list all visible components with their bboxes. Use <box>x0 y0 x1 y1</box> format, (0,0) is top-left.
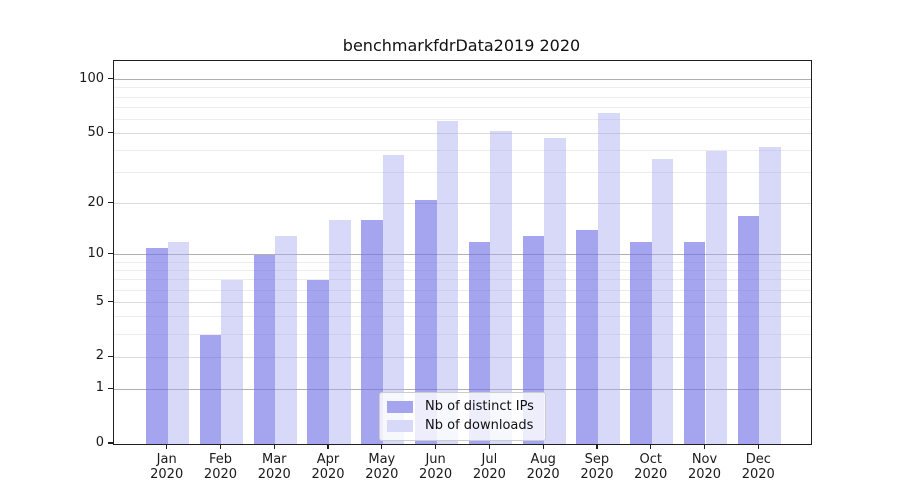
y-tick-label-100: 100 <box>79 70 104 86</box>
x-tick-mark-oct-2020 <box>650 444 652 449</box>
y-tick-mark-2 <box>108 355 113 357</box>
x-tick-mark-jun-2020 <box>435 444 437 449</box>
x-tick-label-sep-2020: Sep 2020 <box>580 452 614 482</box>
bar-jul-2020-downloads <box>490 130 512 444</box>
bar-sep-2020-distinct-ips <box>576 230 598 444</box>
gridline-y-70 <box>114 107 811 109</box>
x-tick-label-mar-2020: Mar 2020 <box>257 452 291 482</box>
y-tick-mark-20 <box>108 202 113 204</box>
bar-may-2020-distinct-ips <box>361 220 383 444</box>
bar-sep-2020-downloads <box>597 113 620 444</box>
x-tick-label-jan-2020: Jan 2020 <box>150 452 184 482</box>
y-tick-label-0: 0 <box>95 435 104 450</box>
y-tick-mark-50 <box>108 132 113 134</box>
x-tick-label-jun-2020: Jun 2020 <box>419 452 453 482</box>
gridline-y-50 <box>114 133 811 135</box>
bar-apr-2020-distinct-ips <box>307 279 330 444</box>
x-tick-mark-apr-2020 <box>327 444 329 449</box>
y-tick-label-5: 5 <box>95 293 104 309</box>
gridline-y-2 <box>114 356 811 358</box>
y-tick-mark-10 <box>108 253 113 255</box>
gridline-y-5 <box>114 302 811 304</box>
bar-dec-2020-downloads <box>759 147 781 444</box>
gridline-y-80 <box>114 96 811 98</box>
bar-nov-2020-downloads <box>705 150 728 444</box>
bar-oct-2020-downloads <box>651 158 674 444</box>
bar-apr-2020-downloads <box>329 220 351 444</box>
gridline-y-3 <box>114 334 811 336</box>
bar-aug-2020-distinct-ips <box>522 235 545 444</box>
x-tick-mark-dec-2020 <box>757 444 759 449</box>
x-tick-label-jul-2020: Jul 2020 <box>472 452 506 482</box>
legend-swatch-distinct-ips <box>387 400 413 413</box>
gridline-y-7 <box>114 279 811 281</box>
legend-item-distinct-ips: Nb of distinct IPs <box>387 397 537 416</box>
gridline-y-6 <box>114 289 811 291</box>
bar-mar-2020-distinct-ips <box>253 254 276 444</box>
bar-dec-2020-distinct-ips <box>737 215 760 444</box>
x-tick-label-nov-2020: Nov 2020 <box>687 452 722 482</box>
y-tick-label-10: 10 <box>87 245 104 261</box>
y-tick-mark-0 <box>108 442 113 444</box>
gridline-y-20 <box>114 203 811 205</box>
x-tick-label-dec-2020: Dec 2020 <box>741 452 775 482</box>
gridline-y-100 <box>114 79 811 81</box>
x-tick-mark-sep-2020 <box>596 444 598 449</box>
bar-oct-2020-distinct-ips <box>630 241 652 444</box>
x-tick-label-apr-2020: Apr 2020 <box>311 452 345 482</box>
legend-item-downloads: Nb of downloads <box>387 416 537 435</box>
y-tick-mark-1 <box>108 387 113 389</box>
bar-jan-2020-downloads <box>167 241 190 444</box>
x-tick-mark-mar-2020 <box>273 444 275 449</box>
legend-swatch-downloads <box>387 419 413 432</box>
x-tick-mark-nov-2020 <box>703 444 706 449</box>
gridline-y-60 <box>114 119 811 120</box>
gridline-y-8 <box>114 270 811 272</box>
legend: Nb of distinct IPs Nb of downloads <box>379 392 546 441</box>
x-tick-mark-may-2020 <box>381 444 383 449</box>
y-tick-label-2: 2 <box>95 348 104 364</box>
bar-mar-2020-downloads <box>275 235 297 444</box>
gridline-y-4 <box>114 316 811 318</box>
x-tick-label-aug-2020: Aug 2020 <box>526 452 560 482</box>
x-tick-label-may-2020: May 2020 <box>365 452 399 482</box>
x-tick-mark-jul-2020 <box>488 444 490 449</box>
chart-title: benchmarkfdrData2019 2020 <box>342 36 581 55</box>
gridline-y-10 <box>114 254 811 256</box>
bar-jun-2020-downloads <box>436 120 459 444</box>
gridline-y-1 <box>114 388 811 390</box>
bar-aug-2020-downloads <box>544 138 566 444</box>
y-tick-label-1: 1 <box>95 380 104 396</box>
bar-feb-2020-distinct-ips <box>199 334 222 444</box>
x-tick-mark-jan-2020 <box>166 444 168 449</box>
x-tick-label-oct-2020: Oct 2020 <box>634 452 668 482</box>
y-tick-mark-5 <box>108 300 113 303</box>
y-tick-mark-100 <box>108 78 113 80</box>
bar-feb-2020-downloads <box>221 279 244 444</box>
gridline-y-40 <box>114 150 811 152</box>
plot-area <box>113 60 812 445</box>
bar-may-2020-downloads <box>382 154 405 444</box>
legend-label-downloads: Nb of downloads <box>425 418 534 433</box>
bar-jan-2020-distinct-ips <box>146 247 168 444</box>
x-tick-mark-aug-2020 <box>542 444 544 449</box>
gridline-y-90 <box>114 87 811 89</box>
gridline-y-9 <box>114 261 811 263</box>
x-tick-mark-feb-2020 <box>219 444 222 449</box>
bar-nov-2020-distinct-ips <box>683 241 706 444</box>
y-tick-label-50: 50 <box>87 124 104 140</box>
gridline-y-30 <box>114 172 811 174</box>
x-tick-label-feb-2020: Feb 2020 <box>203 452 238 482</box>
y-tick-label-20: 20 <box>87 194 104 210</box>
bar-jun-2020-distinct-ips <box>415 200 437 444</box>
legend-label-distinct-ips: Nb of distinct IPs <box>425 399 534 414</box>
